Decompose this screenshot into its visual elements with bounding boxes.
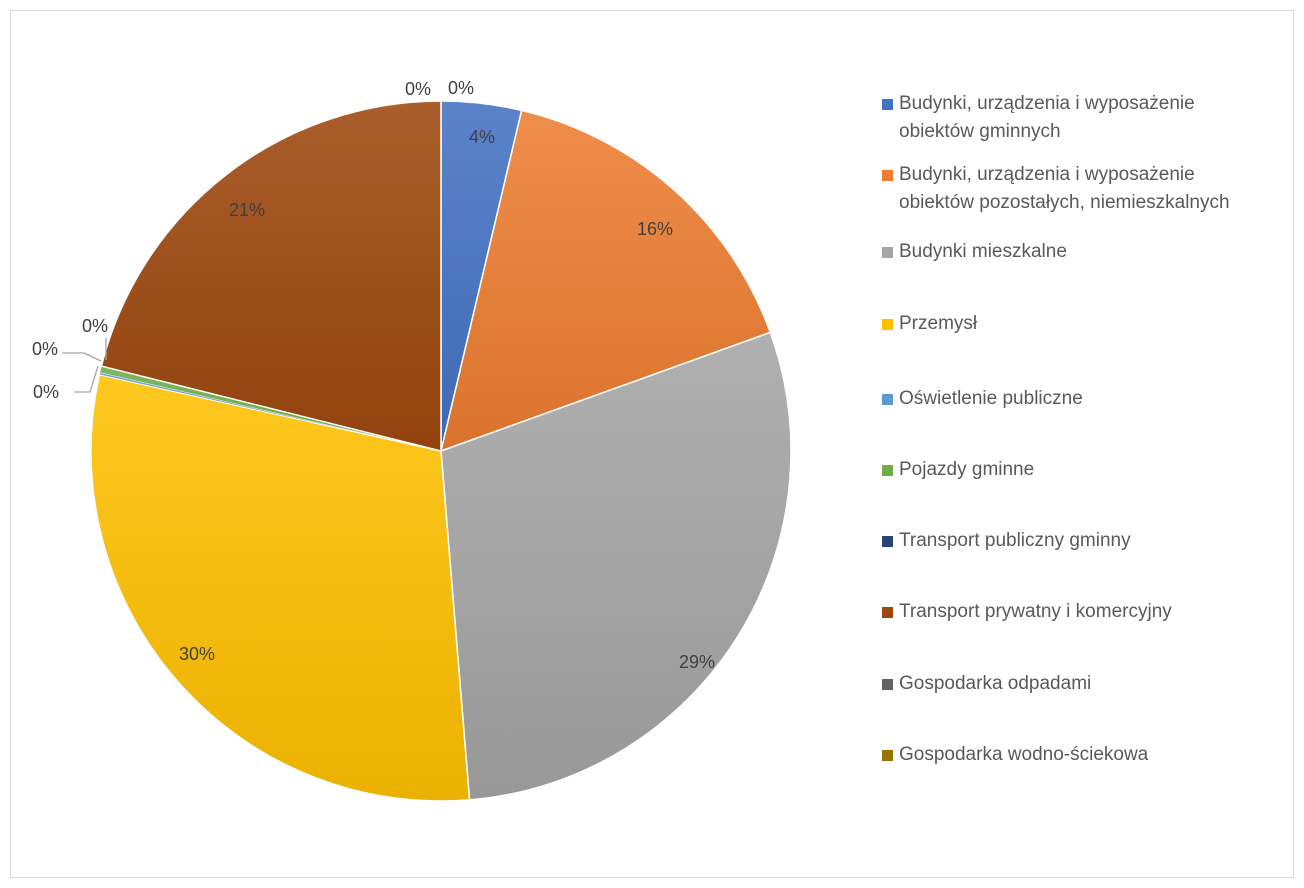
data-label: 16% bbox=[637, 219, 673, 239]
legend-label: Oświetlenie publiczne bbox=[899, 388, 1083, 409]
legend-swatch bbox=[882, 536, 893, 547]
data-labels: 4% 16% 29% 30% 0% 0% 0% 21% 0% 0% bbox=[32, 78, 715, 672]
legend-item: Transport publiczny gminny bbox=[882, 529, 1131, 555]
data-label: 0% bbox=[33, 382, 59, 402]
legend-swatch bbox=[882, 319, 893, 330]
legend-item: Budynki mieszkalne bbox=[882, 240, 1067, 266]
legend-label: Przemysł bbox=[899, 313, 978, 334]
legend-label: Transport publiczny gminny bbox=[899, 530, 1131, 551]
legend-item: Gospodarka odpadami bbox=[882, 672, 1091, 698]
legend-swatch bbox=[882, 679, 893, 690]
leader-lines bbox=[62, 338, 107, 393]
legend-item: Pojazdy gminne bbox=[882, 458, 1034, 484]
pie-slice bbox=[100, 100, 442, 452]
data-label: 0% bbox=[32, 339, 58, 359]
legend-label: Pojazdy gminne bbox=[899, 459, 1035, 480]
legend-swatch bbox=[882, 465, 893, 476]
data-label: 0% bbox=[82, 316, 108, 336]
legend-item: Budynki, urządzenia i wyposażenie obiekt… bbox=[882, 163, 1230, 217]
legend-item: Przemysł bbox=[882, 312, 977, 338]
data-label: 0% bbox=[405, 79, 431, 99]
legend-swatch bbox=[882, 247, 893, 258]
legend-swatch bbox=[882, 750, 893, 761]
legend-label: Transport prywatny i komercyjny bbox=[899, 601, 1172, 622]
legend-label: Budynki mieszkalne bbox=[899, 241, 1067, 262]
legend-label: Budynki, urządzenia i wyposażenie obiekt… bbox=[899, 93, 1195, 142]
legend-item: Budynki, urządzenia i wyposażenie obiekt… bbox=[882, 92, 1195, 146]
legend-label: Gospodarka wodno-ściekowa bbox=[899, 744, 1149, 765]
leader-line bbox=[74, 365, 99, 393]
pie-slice bbox=[439, 109, 772, 453]
legend-swatch bbox=[882, 607, 893, 618]
pie-slice bbox=[90, 373, 471, 802]
data-label: 30% bbox=[179, 644, 215, 664]
data-label: 29% bbox=[679, 652, 715, 672]
legend-label: Gospodarka odpadami bbox=[899, 673, 1092, 694]
pie-slices bbox=[90, 100, 792, 802]
data-label: 0% bbox=[448, 78, 474, 98]
legend-item: Oświetlenie publiczne bbox=[882, 387, 1083, 413]
legend-label: Budynki, urządzenia i wyposażenie obiekt… bbox=[899, 164, 1230, 213]
legend-swatch bbox=[882, 394, 893, 405]
pie-slice bbox=[440, 331, 792, 801]
leader-line bbox=[62, 352, 102, 362]
data-label: 21% bbox=[229, 200, 265, 220]
legend-item: Transport prywatny i komercyjny bbox=[882, 600, 1172, 626]
data-label: 4% bbox=[469, 127, 495, 147]
legend-swatch bbox=[882, 170, 893, 181]
legend-item: Gospodarka wodno-ściekowa bbox=[882, 743, 1148, 769]
legend-swatch bbox=[882, 99, 893, 110]
